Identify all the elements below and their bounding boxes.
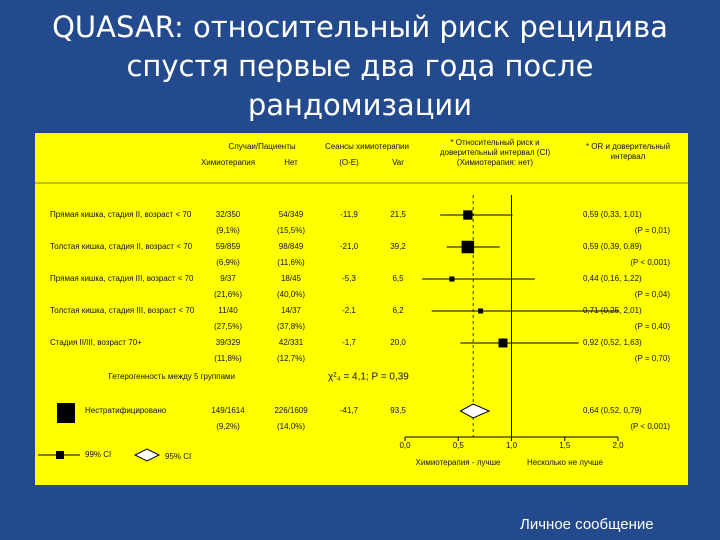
ci-diamond <box>459 403 491 419</box>
cell: 93,5 <box>390 406 406 415</box>
cell: 39,2 <box>390 242 406 251</box>
header: интервал <box>611 152 646 161</box>
cell: (6,9%) <box>216 258 240 267</box>
cell: (14,0%) <box>277 422 305 431</box>
x-axis-label: Несколько не лучше <box>527 458 604 467</box>
cell: 32/350 <box>216 210 241 219</box>
cell: 149/1614 <box>211 406 245 415</box>
header: Случаи/Пациенты <box>228 142 296 151</box>
header: Нет <box>284 158 298 167</box>
row-label: Прямая кишка, стадия II, возраст < 70 <box>50 210 192 219</box>
heterogeneity-label: Гетерогенность между 5 группами <box>108 372 235 381</box>
cell: 11/40 <box>218 306 238 315</box>
legend-label: 99% CI <box>85 450 111 459</box>
legend-diamond <box>133 448 161 462</box>
cell: -2,1 <box>342 306 356 315</box>
or-label: 0,59 (0,39, 0,89) <box>583 242 642 251</box>
heterogeneity-stat: χ²₄ = 4,1; P = 0,39 <box>328 372 409 383</box>
or-box <box>498 338 508 348</box>
header: * Относительный риск и <box>450 138 539 147</box>
cell: (9,1%) <box>216 226 240 235</box>
x-tick-label: 1,5 <box>559 441 571 450</box>
or-box <box>478 308 484 314</box>
cell: (11,8%) <box>214 354 242 363</box>
cell: 39/329 <box>216 338 241 347</box>
cell: 21,5 <box>390 210 406 219</box>
p-label: (P = 0,04) <box>635 290 671 299</box>
header: доверительный интервал (CI) <box>440 148 551 157</box>
cell: -1,7 <box>342 338 356 347</box>
cell: 20,0 <box>390 338 406 347</box>
header: (Химиотерапия: нет) <box>457 158 533 167</box>
or-label: 0,92 (0,52, 1,63) <box>583 338 642 347</box>
x-tick-label: 1,0 <box>506 441 518 450</box>
cell: 18/45 <box>281 274 302 283</box>
panel <box>35 133 688 485</box>
row-label: Толстая кишка, стадия II, возраст < 70 <box>50 242 193 251</box>
cell: 9/37 <box>220 274 236 283</box>
row-label: Нестратифицировано <box>85 406 167 415</box>
or-box <box>449 276 455 282</box>
overall-marker <box>57 403 75 423</box>
or-label: 0,59 (0,33, 1,01) <box>583 210 642 219</box>
cell: (11,6%) <box>277 258 305 267</box>
or-label: 0,44 (0,16, 1,22) <box>583 274 642 283</box>
x-tick-label: 0,0 <box>399 441 411 450</box>
cell: 42/331 <box>279 338 304 347</box>
header: Сеансы химиотерапии <box>325 142 409 151</box>
cell: (40,0%) <box>277 290 305 299</box>
p-label: (P = 0,01) <box>635 226 671 235</box>
cell: 226/1609 <box>274 406 308 415</box>
or-box <box>463 210 473 220</box>
or-label: 0,64 (0,52, 0,79) <box>583 406 642 415</box>
cell: -41,7 <box>340 406 359 415</box>
header: * OR и доверительный <box>586 142 670 151</box>
cell: -5,3 <box>342 274 356 283</box>
legend-box <box>56 451 64 459</box>
cell: 54/349 <box>279 210 304 219</box>
p-label: (P < 0,001) <box>630 422 670 431</box>
or-box <box>461 240 475 254</box>
cell: (9,2%) <box>216 422 240 431</box>
cell: 6,5 <box>392 274 404 283</box>
cell: 59/859 <box>216 242 241 251</box>
cell: -11,9 <box>340 210 358 219</box>
legend-label: 95% CI <box>165 452 191 461</box>
p-label: (P = 0,70) <box>635 354 671 363</box>
cell: (37,8%) <box>277 322 305 331</box>
header: Var <box>392 158 404 167</box>
row-label: Толстая кишка, стадия III, возраст < 70 <box>50 306 195 315</box>
cell: 14/37 <box>281 306 302 315</box>
row-label: Прямая кишка, стадия III, возраст < 70 <box>50 274 194 283</box>
header: Химиотерапия <box>201 158 255 167</box>
row-label: Стадия II/III, возраст 70+ <box>50 338 142 347</box>
x-axis-label: Химиотерапия - лучше <box>416 458 501 467</box>
cell: 6,2 <box>392 306 404 315</box>
footer: Личное сообщение <box>520 516 654 533</box>
cell: 98/849 <box>279 242 304 251</box>
x-tick-label: 2,0 <box>612 441 624 450</box>
header: (O-E) <box>339 158 359 167</box>
slide-title: QUASAR: относительный риск рецидива спус… <box>52 10 668 122</box>
cell: (27,5%) <box>214 322 242 331</box>
cell: (15,5%) <box>277 226 305 235</box>
cell: (21,6%) <box>214 290 242 299</box>
cell: (12,7%) <box>277 354 305 363</box>
p-label: (P < 0,001) <box>630 258 670 267</box>
p-label: (P = 0,40) <box>635 322 671 331</box>
cell: -21,0 <box>340 242 359 251</box>
x-tick-label: 0,5 <box>453 441 465 450</box>
